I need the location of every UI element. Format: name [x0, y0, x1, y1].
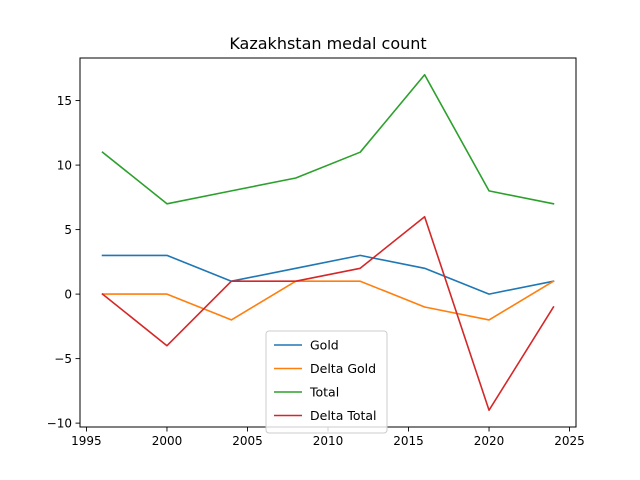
x-tick-label: 2025 [554, 434, 585, 448]
legend-label: Total [309, 385, 339, 400]
series-line-delta-total [101, 215, 555, 412]
x-tick-label: 2000 [152, 434, 183, 448]
series-layer [101, 73, 555, 412]
legend: Gold Delta Gold Total Delta Total [265, 330, 388, 434]
y-tick-label: 15 [57, 94, 72, 108]
series-line-delta-gold [101, 280, 555, 321]
x-tick-label: 2005 [232, 434, 263, 448]
y-tick-label: 10 [57, 158, 72, 172]
legend-label: Delta Gold [310, 361, 376, 376]
x-axis: 1995 2000 2005 2010 2015 2020 2025 [71, 427, 585, 448]
x-tick-label: 1995 [71, 434, 102, 448]
x-tick-label: 2015 [393, 434, 424, 448]
y-tick-label: −10 [47, 416, 72, 430]
legend-label: Delta Total [310, 408, 377, 423]
y-axis: −10 −5 0 5 10 15 [47, 94, 80, 430]
y-tick-label: 5 [64, 223, 72, 237]
chart-title: Kazakhstan medal count [229, 34, 426, 53]
series-line-gold [101, 254, 555, 295]
legend-label: Gold [310, 338, 339, 353]
x-tick-label: 2010 [313, 434, 344, 448]
y-tick-label: 0 [64, 287, 72, 301]
y-tick-label: −5 [54, 352, 72, 366]
x-tick-label: 2020 [474, 434, 505, 448]
series-line-total [101, 73, 555, 205]
legend-box [265, 330, 388, 434]
